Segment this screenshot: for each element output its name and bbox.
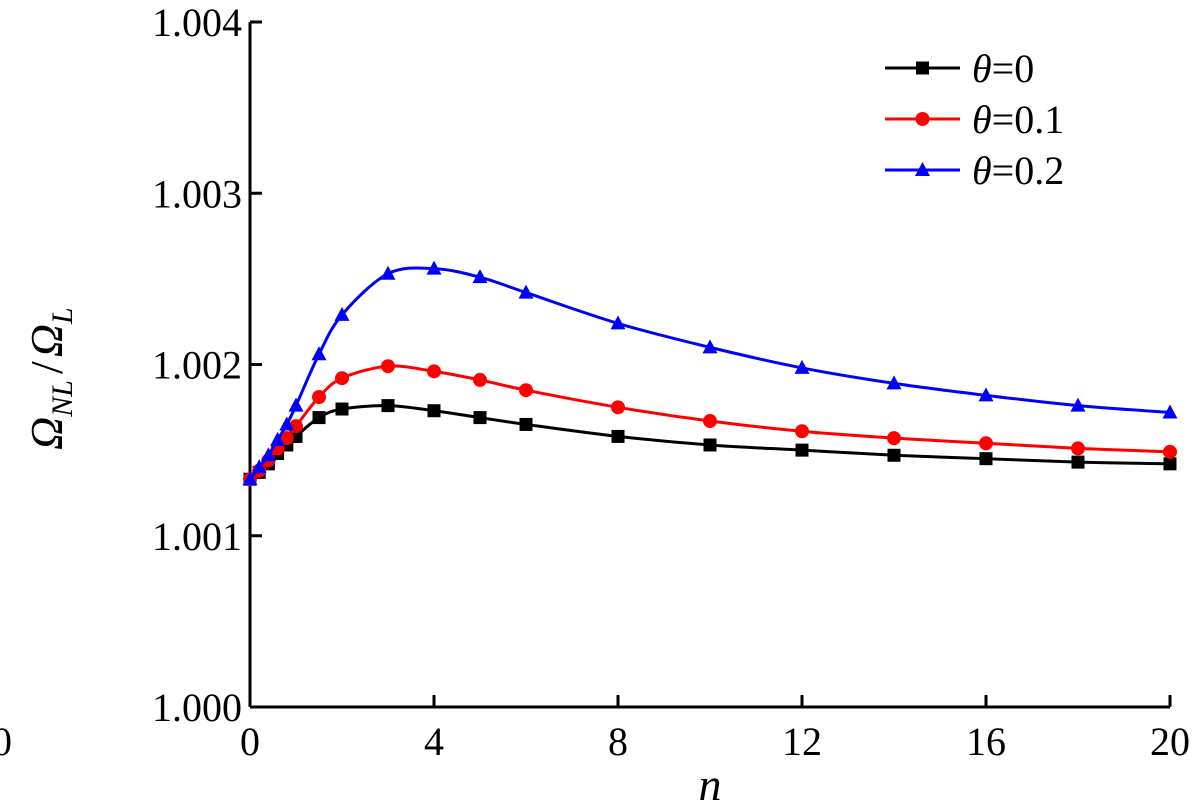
legend-marker	[915, 112, 930, 126]
legend-label: θ=0.1	[972, 97, 1064, 142]
data-point	[381, 359, 395, 374]
y-tick-label: 1.004	[152, 0, 242, 45]
data-point	[887, 448, 901, 462]
series-1	[243, 359, 1177, 487]
y-tick-label: 1.003	[152, 171, 242, 216]
data-point	[312, 411, 326, 425]
data-point	[887, 431, 901, 446]
data-point	[610, 315, 626, 330]
data-point	[794, 359, 810, 374]
data-point	[1163, 457, 1177, 471]
data-point	[978, 387, 994, 402]
chart-series	[242, 260, 1178, 487]
chart-legend: θ=0 θ=0.1 θ=0.2	[885, 46, 1064, 193]
data-point	[795, 443, 809, 457]
x-tick-label: 0	[240, 719, 260, 764]
data-point	[886, 375, 902, 390]
legend-entry: θ=0	[885, 46, 1034, 91]
chart-ticks: 0 4 8 12 16 20 1.000 1.001 1.002 1.003 1.004	[152, 0, 1190, 764]
legend-label: θ=0.2	[972, 148, 1064, 193]
data-point	[1163, 444, 1177, 459]
y-tick-label: 1.002	[152, 343, 242, 388]
data-point	[1070, 397, 1086, 412]
x-tick-label: 4	[424, 719, 444, 764]
series-2	[242, 260, 1178, 486]
legend-marker	[916, 61, 929, 75]
data-point	[251, 459, 267, 474]
data-point	[518, 284, 534, 299]
series-0	[243, 399, 1177, 486]
data-point	[979, 436, 993, 451]
legend-entry: θ=0.1	[885, 97, 1064, 142]
data-point	[519, 383, 533, 398]
data-point	[427, 404, 441, 418]
x-tick-label: 8	[608, 719, 628, 764]
legend-label: θ=0	[972, 46, 1034, 91]
legend-marker	[915, 162, 930, 176]
x-tick-label: 16	[966, 719, 1006, 764]
data-point	[242, 471, 258, 486]
data-point	[381, 399, 395, 413]
y-tick-label: 1.000	[152, 685, 242, 730]
data-point	[279, 431, 294, 446]
data-point	[1071, 455, 1085, 469]
x-tick-label: 12	[782, 719, 822, 764]
data-point	[312, 390, 326, 405]
data-point	[311, 346, 327, 361]
x-tick-label: 20	[1150, 719, 1190, 764]
data-point	[611, 400, 625, 415]
y-axis-title: ΩNL/ΩL	[21, 307, 79, 450]
data-point	[279, 416, 295, 431]
data-point	[288, 397, 304, 412]
data-point	[473, 411, 487, 425]
data-point	[270, 431, 286, 446]
data-point	[1071, 441, 1085, 456]
data-point	[979, 452, 993, 466]
data-point	[380, 265, 396, 280]
data-point	[473, 372, 487, 387]
data-point	[611, 429, 625, 443]
data-point	[334, 306, 350, 321]
data-point	[795, 424, 809, 439]
data-point	[519, 417, 533, 431]
data-point	[426, 260, 442, 275]
data-point	[335, 371, 349, 386]
data-point	[260, 447, 276, 462]
data-point	[703, 438, 717, 452]
x-axis-title: n	[699, 759, 722, 805]
data-point	[702, 339, 718, 354]
extra-left-tick-label: 0	[0, 719, 12, 764]
y-tick-label: 1.001	[152, 514, 242, 559]
legend-entry: θ=0.2	[885, 148, 1064, 193]
data-point	[703, 414, 717, 429]
data-point	[335, 402, 349, 416]
data-point	[1162, 404, 1178, 419]
data-point	[472, 269, 488, 284]
data-point	[427, 364, 441, 379]
